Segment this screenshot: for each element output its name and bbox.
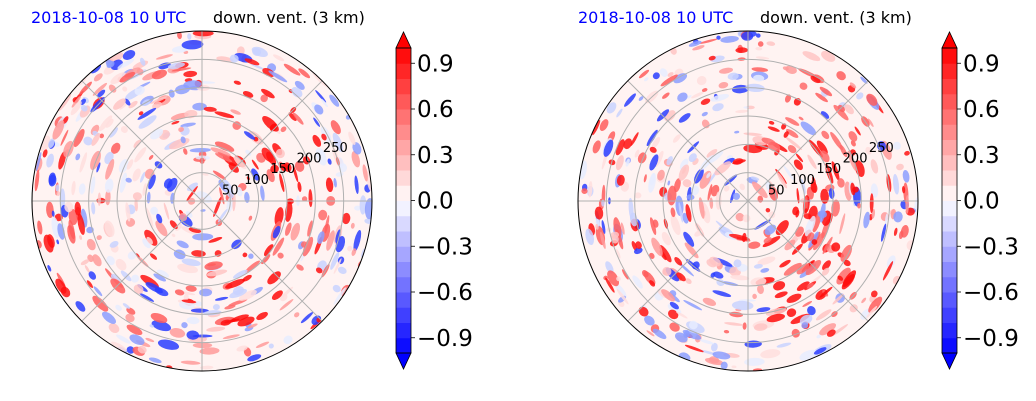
colorbar-level bbox=[942, 231, 957, 247]
colorbar-level bbox=[942, 170, 957, 186]
colorbar-tick-label: 0.0 bbox=[963, 189, 1000, 215]
date-title: 2018-10-08 10 UTC bbox=[31, 8, 187, 27]
grid-spoke bbox=[81, 200, 203, 322]
right-panel: 2018-10-08 10 UTC down. vent. (3 km) 50 1… bbox=[546, 0, 1036, 401]
colorbar-level bbox=[396, 63, 411, 79]
colorbar-level bbox=[396, 78, 411, 95]
colorbar-level bbox=[942, 276, 957, 293]
colorbar-extend-max bbox=[395, 31, 412, 49]
colorbar-level bbox=[942, 154, 957, 171]
grid-spoke bbox=[747, 200, 869, 322]
radial-tick-label: 200 bbox=[297, 152, 322, 167]
colorbar-level bbox=[942, 139, 957, 156]
grid-spoke bbox=[81, 80, 203, 202]
radial-tick-label: 150 bbox=[270, 162, 295, 177]
colorbar-level bbox=[942, 78, 957, 95]
colorbar-tick-label: 0.6 bbox=[963, 97, 1000, 123]
colorbar-tick-label: 0.9 bbox=[417, 51, 454, 77]
colorbar-level bbox=[942, 109, 957, 125]
colorbar-level bbox=[396, 48, 411, 64]
colorbar-tick-label: −0.6 bbox=[963, 280, 1019, 306]
colorbar-tick-label: −0.9 bbox=[417, 326, 473, 352]
colorbar-level bbox=[396, 231, 411, 247]
plot-border bbox=[577, 30, 919, 372]
colorbar-tick-label: 0.0 bbox=[417, 189, 454, 215]
colorbar-tick-label: −0.9 bbox=[963, 326, 1019, 352]
colorbar-extend-min bbox=[395, 352, 412, 370]
colorbar: −0.9 −0.6 −0.3 0.0 0.3 0.6 0.9 bbox=[941, 31, 1019, 370]
colorbar-level bbox=[942, 261, 957, 278]
colorbar: −0.9 −0.6 −0.3 0.0 0.3 0.6 0.9 bbox=[395, 31, 473, 370]
radial-tick-label: 150 bbox=[816, 162, 841, 177]
plot-border bbox=[31, 30, 373, 372]
colorbar-level bbox=[942, 215, 957, 232]
colorbar-level bbox=[396, 276, 411, 293]
colorbar-tick-label: 0.9 bbox=[963, 51, 1000, 77]
colorbar-level bbox=[942, 200, 957, 217]
colorbar-extend-min bbox=[941, 352, 958, 370]
colorbar-level bbox=[396, 307, 411, 323]
colorbar-level bbox=[396, 154, 411, 171]
colorbar-tick-label: −0.3 bbox=[417, 234, 473, 260]
colorbar-level bbox=[942, 246, 957, 262]
radial-tick-label: 200 bbox=[843, 152, 868, 167]
radial-tick-label: 250 bbox=[323, 141, 348, 156]
colorbar-level bbox=[396, 322, 411, 339]
polar-grid bbox=[578, 31, 918, 371]
polar-grid bbox=[32, 31, 372, 371]
grid-spoke bbox=[201, 80, 323, 202]
colorbar-tick-label: 0.3 bbox=[963, 143, 1000, 169]
colorbar-level bbox=[942, 185, 957, 201]
radial-tick-label: 100 bbox=[244, 173, 269, 188]
colorbar-level bbox=[396, 261, 411, 278]
colorbar-level bbox=[396, 246, 411, 262]
colorbar-level bbox=[942, 93, 957, 110]
left-panel: 2018-10-08 10 UTC down. vent. (3 km) 50 1… bbox=[31, 8, 473, 372]
colorbar-level bbox=[942, 307, 957, 323]
colorbar-level bbox=[942, 63, 957, 79]
colorbar-level bbox=[396, 124, 411, 140]
colorbar-level bbox=[396, 139, 411, 156]
colorbar-level bbox=[396, 292, 411, 308]
date-title: 2018-10-08 10 UTC bbox=[578, 8, 734, 27]
grid-spoke bbox=[627, 200, 749, 322]
grid-spoke bbox=[627, 80, 749, 202]
colorbar-tick-label: 0.6 bbox=[417, 97, 454, 123]
radial-tick-label: 50 bbox=[222, 183, 239, 198]
colorbar-tick-label: 0.3 bbox=[417, 143, 454, 169]
colorbar-level bbox=[942, 322, 957, 339]
colorbar-level bbox=[942, 124, 957, 140]
colorbar-extend-max bbox=[941, 31, 958, 49]
grid-spoke bbox=[747, 80, 869, 202]
colorbar-level bbox=[396, 170, 411, 186]
variable-title: down. vent. (3 km) bbox=[760, 8, 912, 27]
colorbar-level bbox=[396, 185, 411, 201]
colorbar-level bbox=[942, 292, 957, 308]
colorbar-level bbox=[396, 337, 411, 354]
grid-spoke bbox=[201, 200, 323, 322]
colorbar-level bbox=[396, 109, 411, 125]
colorbar-tick-label: −0.6 bbox=[417, 280, 473, 306]
colorbar-level bbox=[396, 215, 411, 232]
radial-tick-label: 100 bbox=[790, 173, 815, 188]
radial-tick-label: 50 bbox=[768, 183, 785, 198]
colorbar-level bbox=[396, 93, 411, 110]
colorbar-level bbox=[396, 200, 411, 217]
variable-title: down. vent. (3 km) bbox=[213, 8, 365, 27]
radial-tick-label: 250 bbox=[869, 141, 894, 156]
colorbar-level bbox=[942, 48, 957, 64]
colorbar-level bbox=[942, 337, 957, 354]
colorbar-tick-label: −0.3 bbox=[963, 234, 1019, 260]
